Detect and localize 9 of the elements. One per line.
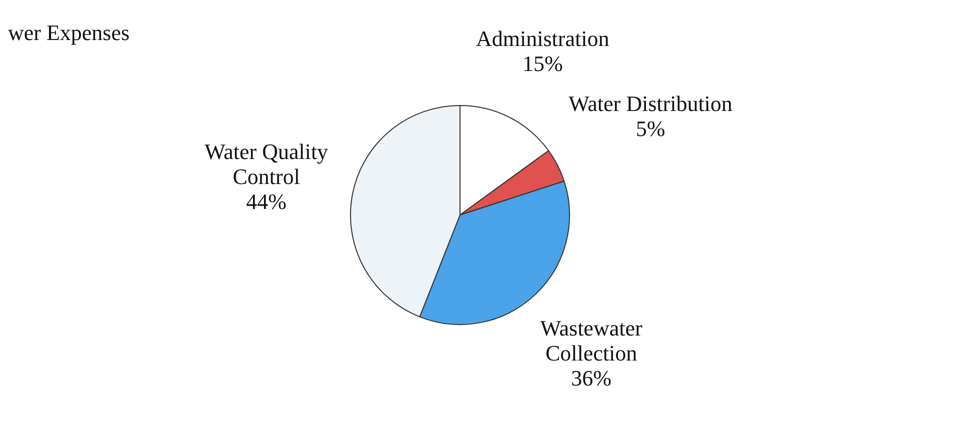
data-label: 15% xyxy=(522,51,563,76)
slice-label: Water Distribution xyxy=(568,91,732,116)
slice-label: Water Quality Control xyxy=(204,138,328,189)
slice-label: Wastewater Collection xyxy=(540,316,643,366)
data-label: 5% xyxy=(636,116,666,142)
data-label: 36% xyxy=(571,366,612,391)
slice-label: Administration xyxy=(476,26,610,52)
data-label: 44% xyxy=(246,188,286,214)
chart-title: wer Expenses xyxy=(8,20,130,45)
